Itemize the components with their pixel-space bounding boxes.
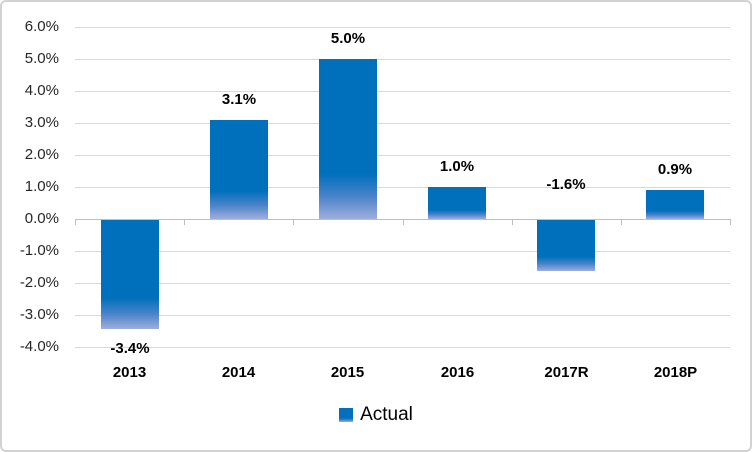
y-axis-tick-label: -2.0%	[19, 274, 59, 291]
x-axis-tick	[403, 219, 404, 225]
data-label-2014: 3.1%	[221, 90, 257, 108]
bar-2014	[210, 119, 268, 219]
legend-label-actual: Actual	[360, 404, 413, 425]
bar-2018P	[646, 190, 704, 219]
bar-2015	[319, 59, 377, 219]
y-axis-tick-label: -4.0%	[19, 338, 59, 355]
bar-2016	[428, 187, 486, 219]
y-axis-tick-label: -3.0%	[19, 306, 59, 323]
legend-swatch-actual	[339, 408, 354, 422]
gridline-1.0%	[75, 187, 730, 188]
y-axis-tick-label: 6.0%	[24, 18, 59, 35]
data-label-2013: -3.4%	[110, 339, 150, 357]
gridline-5.0%	[75, 59, 730, 60]
x-axis-tick	[730, 219, 731, 225]
x-axis-tick	[75, 219, 76, 225]
y-axis-tick-label: 3.0%	[24, 114, 59, 131]
data-label-2018P: 0.9%	[657, 161, 693, 179]
data-label-2017R: -1.6%	[546, 176, 586, 193]
x-axis-tick	[293, 219, 294, 225]
x-axis-label-2018P: 2018P	[653, 364, 698, 381]
x-axis-label-2014: 2014	[221, 364, 256, 381]
y-axis-tick-label: 2.0%	[24, 146, 59, 163]
x-axis-tick	[621, 219, 622, 225]
x-axis-label-2013: 2013	[112, 364, 147, 381]
data-label-2016: 1.0%	[439, 158, 475, 175]
bar-2017R	[537, 220, 595, 272]
gridline--3.0%	[75, 315, 730, 316]
gridline-3.0%	[75, 123, 730, 124]
x-axis-line	[75, 219, 730, 220]
x-axis-label-2015: 2015	[330, 364, 365, 381]
y-axis-tick-label: 0.0%	[24, 210, 59, 227]
legend: Actual	[2, 404, 750, 426]
gridline--4.0%	[75, 347, 730, 348]
y-axis-tick-label: 1.0%	[24, 178, 59, 195]
gridline-2.0%	[75, 155, 730, 156]
data-label-2015: 5.0%	[330, 30, 366, 47]
x-axis-label-2017R: 2017R	[544, 364, 589, 381]
gridline-6.0%	[75, 27, 730, 28]
x-axis-tick	[512, 219, 513, 225]
x-axis-tick	[184, 219, 185, 225]
x-axis-label-2016: 2016	[440, 364, 475, 381]
gridline--2.0%	[75, 283, 730, 284]
bar-2013	[101, 220, 159, 329]
y-axis-tick-label: 4.0%	[24, 82, 59, 99]
y-axis-tick-label: -1.0%	[19, 242, 59, 259]
gridline--1.0%	[75, 251, 730, 252]
gridline-4.0%	[75, 91, 730, 92]
y-axis-tick-label: 5.0%	[24, 50, 59, 67]
